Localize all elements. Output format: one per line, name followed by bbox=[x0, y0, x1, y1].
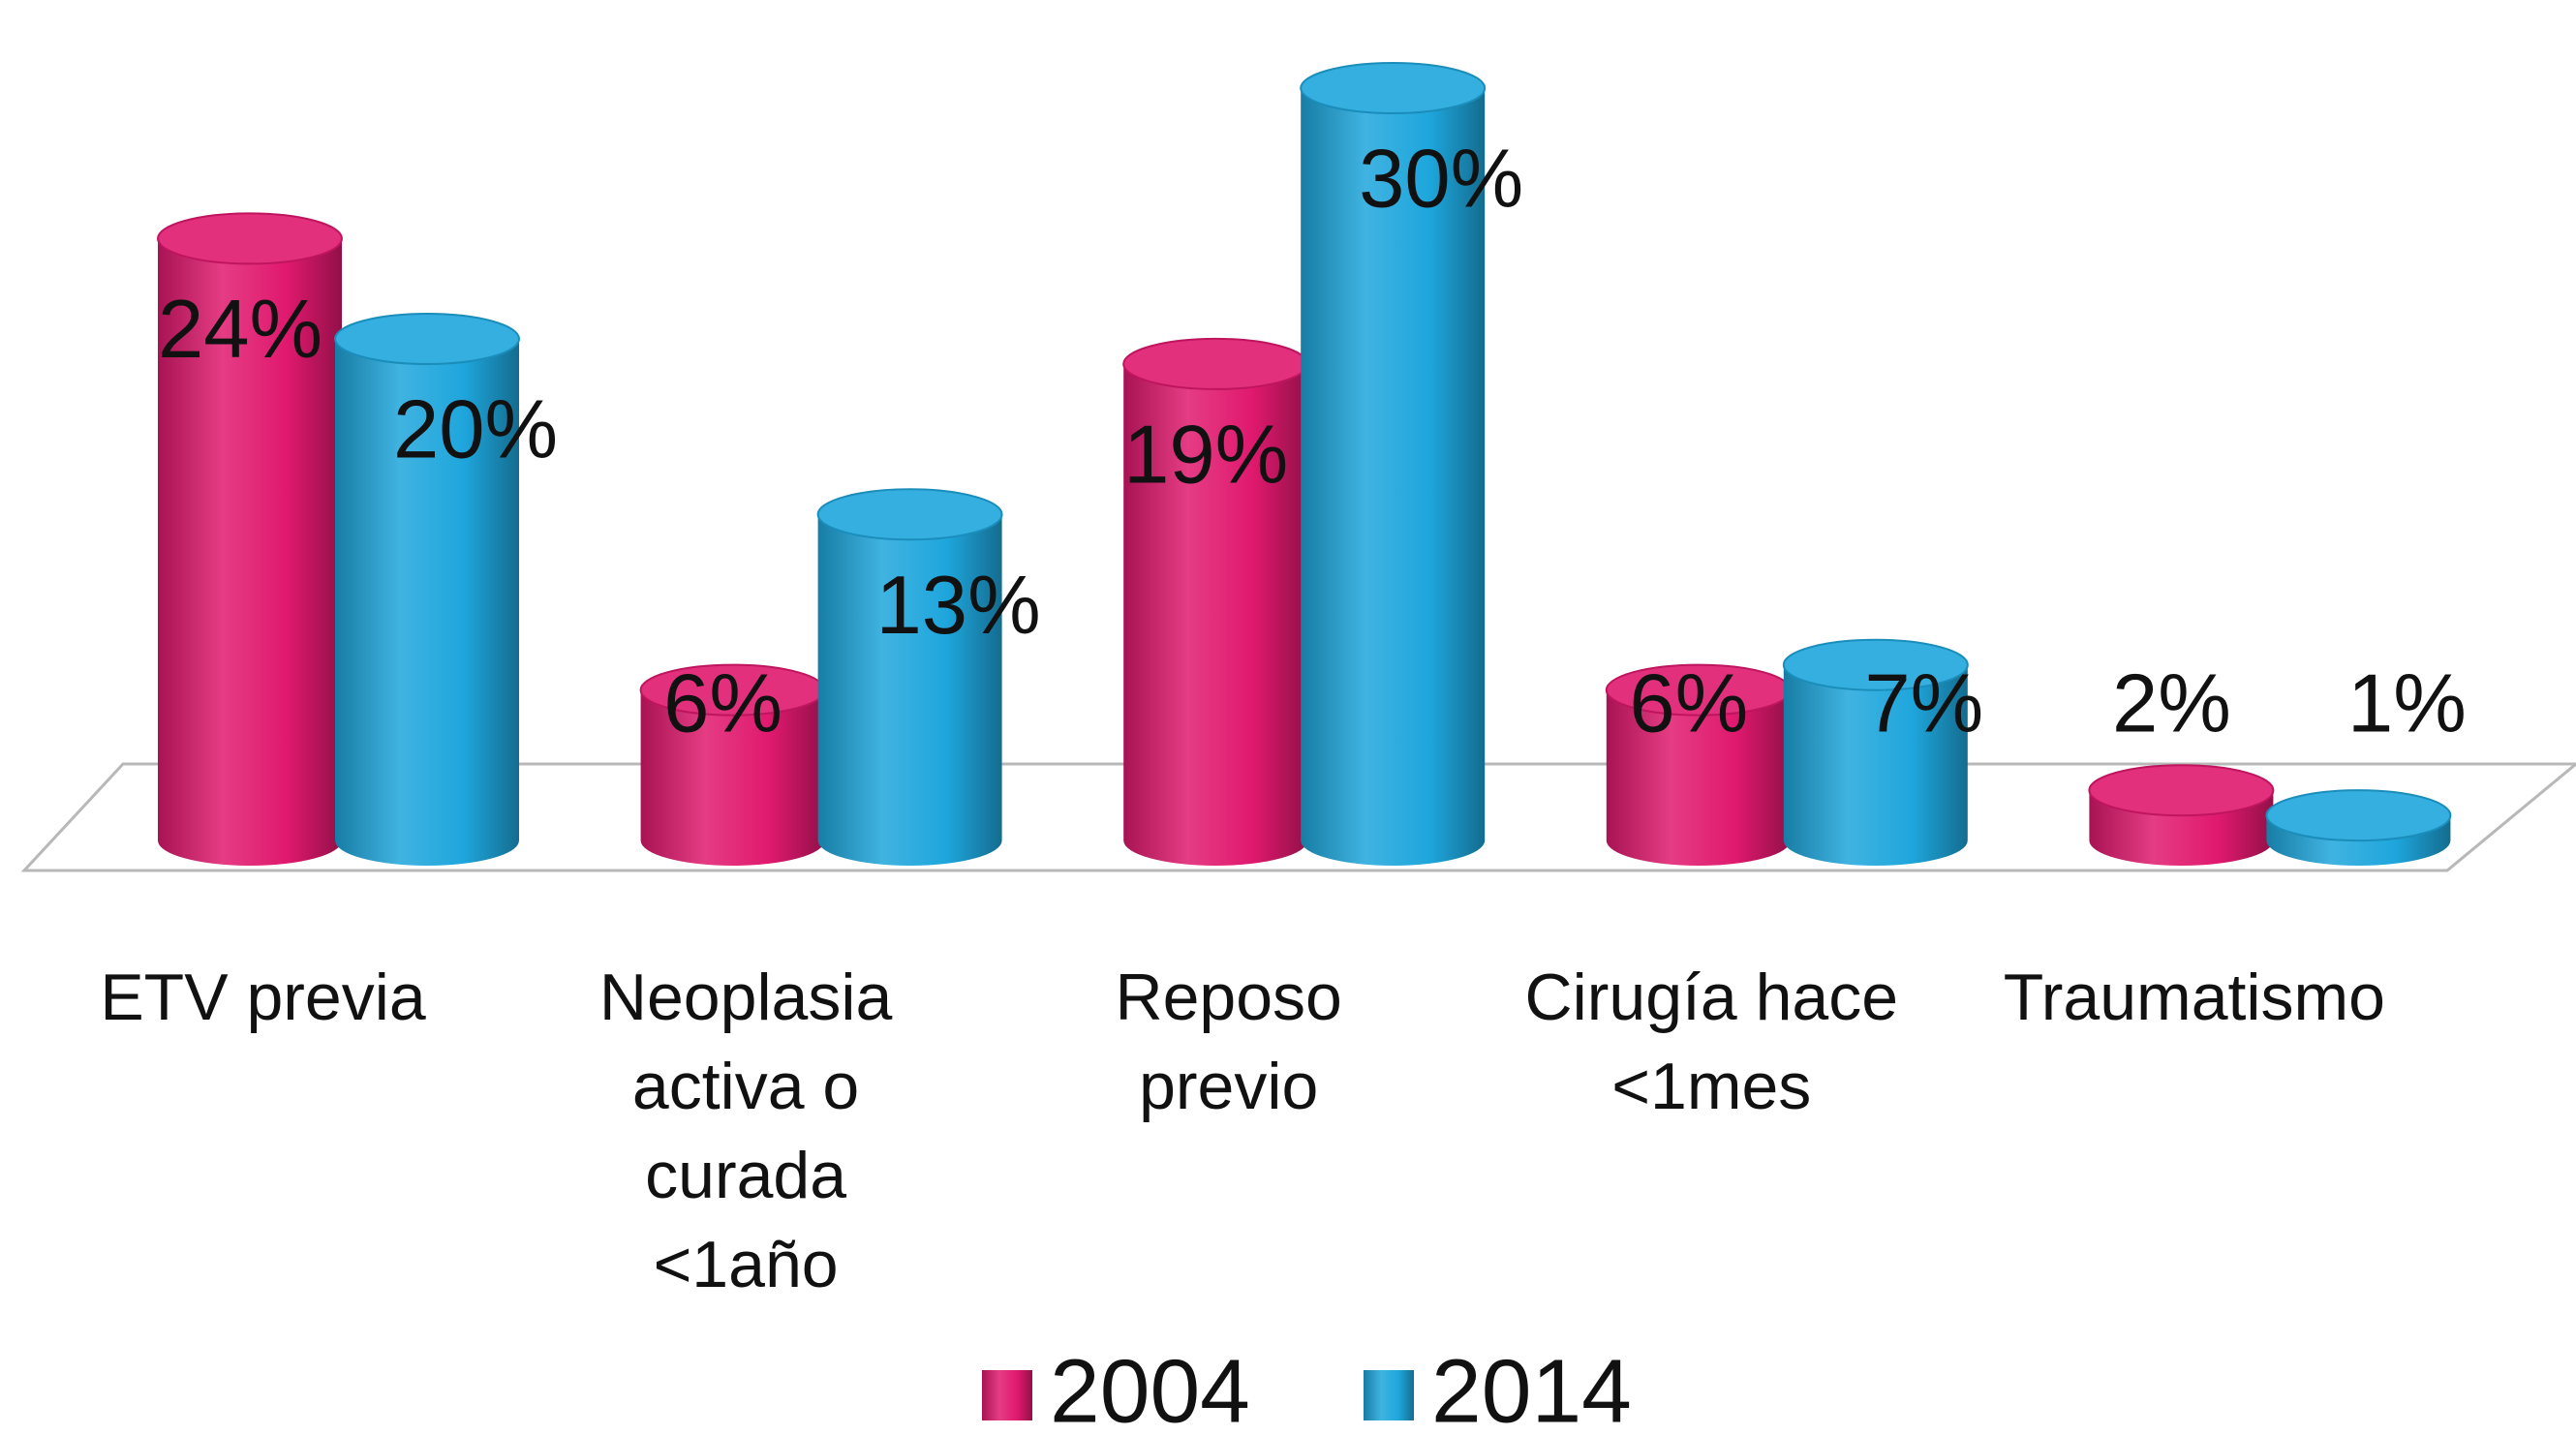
x-tick-label: ETV previa bbox=[100, 961, 426, 1034]
bar bbox=[1123, 363, 1308, 867]
data-label: 7% bbox=[1864, 657, 1983, 749]
x-tick-label: Cirugía hace <1mes bbox=[1524, 961, 1899, 1123]
data-label: 13% bbox=[876, 560, 1041, 652]
data-label: 6% bbox=[1629, 657, 1748, 749]
data-label: 30% bbox=[1359, 133, 1523, 225]
x-tick-label: Reposo previo bbox=[1115, 961, 1342, 1123]
bar-top bbox=[816, 488, 1003, 541]
bar bbox=[1301, 88, 1486, 867]
bar bbox=[158, 238, 342, 866]
bar-top bbox=[1782, 638, 1969, 691]
data-label: 1% bbox=[2347, 657, 2467, 749]
bar bbox=[1783, 664, 1968, 867]
data-label: 6% bbox=[663, 657, 782, 749]
bar-top bbox=[1300, 62, 1487, 114]
data-label: 19% bbox=[1123, 409, 1288, 501]
x-tick-label: Traumatismo bbox=[2003, 961, 2385, 1034]
bar bbox=[335, 339, 519, 866]
bar-top bbox=[2088, 764, 2275, 817]
legend-swatch bbox=[982, 1370, 1032, 1420]
data-label: 2% bbox=[2112, 657, 2231, 749]
bar-top bbox=[157, 212, 343, 265]
bar bbox=[640, 689, 825, 867]
data-label: 24% bbox=[158, 284, 322, 376]
bar-top bbox=[334, 313, 520, 365]
x-tick-label: Neoplasia activa o curada <1año bbox=[598, 961, 893, 1301]
data-label: 20% bbox=[393, 383, 558, 475]
legend-swatch bbox=[1364, 1370, 1414, 1420]
legend-label: 2004 bbox=[1050, 1341, 1250, 1435]
bar bbox=[817, 514, 1002, 867]
bar bbox=[1606, 689, 1791, 867]
bar-top bbox=[1122, 337, 1309, 390]
bar-top bbox=[2265, 789, 2452, 842]
legend-label: 2014 bbox=[1431, 1341, 1632, 1435]
